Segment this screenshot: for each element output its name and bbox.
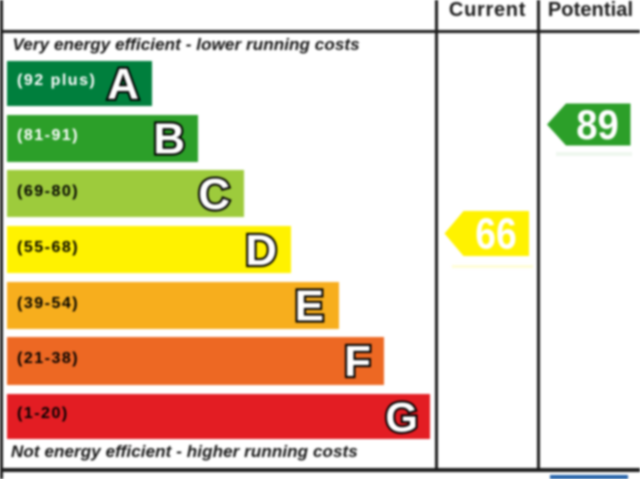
- svg-text:D: D: [245, 226, 277, 275]
- svg-text:E: E: [295, 282, 324, 331]
- svg-text:89: 89: [576, 101, 619, 148]
- svg-text:G: G: [385, 394, 418, 441]
- svg-text:A: A: [107, 60, 139, 109]
- svg-text:B: B: [153, 115, 185, 164]
- svg-text:C: C: [198, 170, 230, 219]
- svg-text:66: 66: [475, 210, 517, 259]
- svg-text:F: F: [344, 337, 371, 386]
